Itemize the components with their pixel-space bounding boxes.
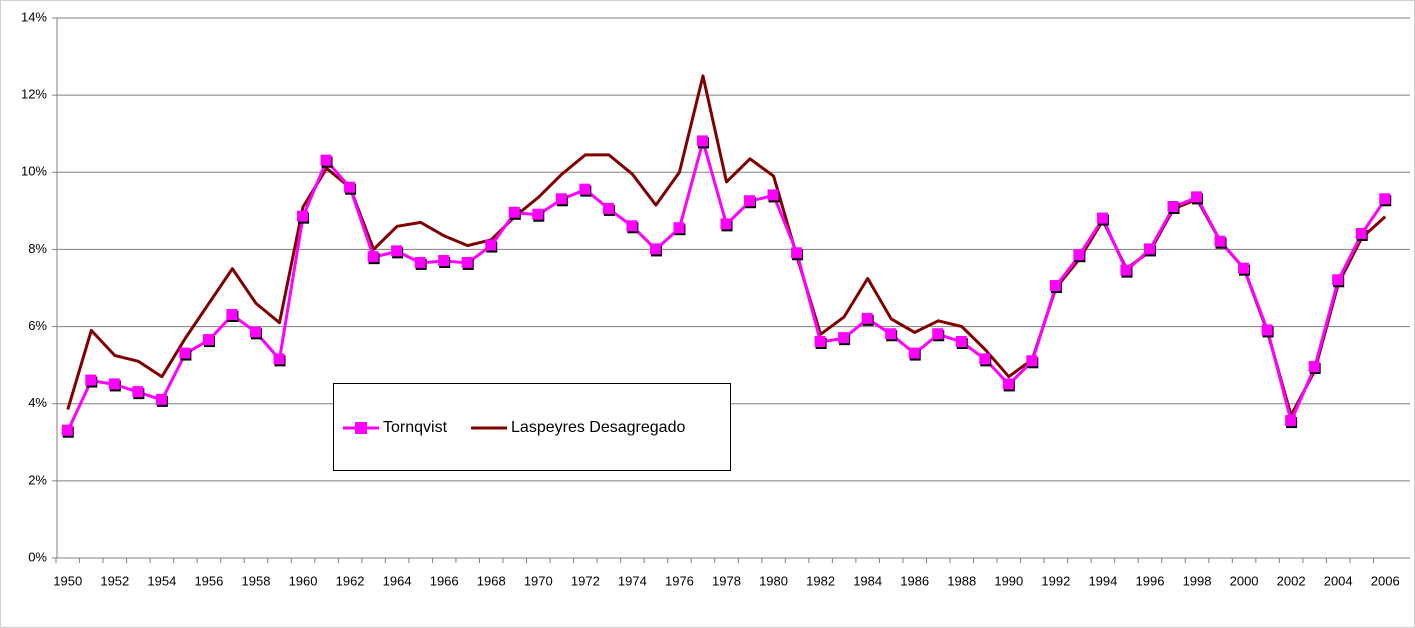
- x-tick-label: 1954: [147, 573, 176, 588]
- x-tick-label: 1968: [477, 573, 506, 588]
- x-tick-label: 1982: [806, 573, 835, 588]
- marker: [1120, 264, 1132, 276]
- marker: [932, 328, 944, 340]
- x-tick-label: 1980: [759, 573, 788, 588]
- x-tick-label: 1966: [430, 573, 459, 588]
- x-tick-label: 2006: [1371, 573, 1400, 588]
- marker: [1026, 355, 1038, 367]
- x-tick-label: 1952: [100, 573, 129, 588]
- x-tick-label: 1970: [524, 573, 553, 588]
- marker: [367, 251, 379, 263]
- marker: [508, 206, 520, 218]
- x-tick-label: 2002: [1277, 573, 1306, 588]
- marker: [414, 256, 426, 268]
- marker: [1073, 249, 1085, 261]
- x-tick-label: 1988: [947, 573, 976, 588]
- marker: [1379, 193, 1391, 205]
- x-tick-label: 1986: [900, 573, 929, 588]
- y-tick-label: 10%: [21, 164, 47, 179]
- legend-label: Laspeyres Desagregado: [511, 419, 685, 436]
- y-tick-label: 0%: [28, 549, 47, 564]
- legend-box: [333, 383, 731, 471]
- x-tick-label: 1978: [712, 573, 741, 588]
- marker: [579, 183, 591, 195]
- marker: [908, 347, 920, 359]
- x-tick-label: 1972: [571, 573, 600, 588]
- x-tick-label: 1958: [242, 573, 271, 588]
- y-tick-label: 12%: [21, 87, 47, 102]
- marker: [532, 208, 544, 220]
- y-tick-label: 4%: [28, 395, 47, 410]
- marker: [626, 220, 638, 232]
- marker: [744, 195, 756, 207]
- marker: [320, 154, 332, 166]
- marker: [673, 222, 685, 234]
- marker: [649, 243, 661, 255]
- marker: [1355, 228, 1367, 239]
- marker: [838, 332, 850, 344]
- marker: [1049, 280, 1061, 292]
- marker: [861, 312, 873, 324]
- marker: [767, 189, 779, 201]
- marker: [61, 424, 73, 436]
- marker: [1096, 212, 1108, 224]
- marker: [1191, 191, 1203, 203]
- marker: [132, 386, 144, 398]
- marker: [1261, 324, 1273, 336]
- legend-marker: [355, 422, 367, 434]
- y-tick-label: 14%: [21, 9, 47, 24]
- x-tick-label: 1976: [665, 573, 694, 588]
- x-tick-label: 1984: [853, 573, 882, 588]
- x-tick-label: 1956: [194, 573, 223, 588]
- marker: [461, 256, 473, 268]
- marker: [438, 255, 450, 266]
- marker: [273, 353, 285, 365]
- x-tick-label: 2004: [1324, 573, 1353, 588]
- x-tick-label: 1994: [1088, 573, 1117, 588]
- marker: [249, 326, 261, 338]
- marker: [955, 336, 967, 347]
- marker: [155, 393, 167, 405]
- marker: [85, 374, 97, 386]
- marker: [202, 334, 214, 346]
- y-tick-label: 2%: [28, 472, 47, 487]
- x-tick-label: 1990: [994, 573, 1023, 588]
- x-tick-label: 1950: [53, 573, 82, 588]
- marker: [1285, 415, 1297, 427]
- legend-label: Tornqvist: [383, 419, 448, 436]
- marker: [391, 245, 403, 257]
- marker: [1002, 378, 1014, 390]
- marker: [1332, 274, 1344, 286]
- marker: [108, 378, 120, 390]
- marker: [1167, 201, 1179, 212]
- x-tick-label: 1960: [289, 573, 318, 588]
- x-tick-label: 1974: [618, 573, 647, 588]
- marker: [720, 218, 732, 230]
- marker: [791, 247, 803, 259]
- marker: [179, 347, 191, 359]
- marker: [696, 135, 708, 147]
- marker: [344, 181, 356, 193]
- marker: [555, 193, 567, 205]
- marker: [226, 309, 238, 320]
- marker: [1143, 243, 1155, 255]
- marker: [885, 328, 897, 340]
- marker: [485, 239, 497, 251]
- marker: [1238, 262, 1250, 274]
- marker: [1308, 361, 1320, 373]
- marker: [1214, 235, 1226, 247]
- x-tick-label: 1964: [383, 573, 412, 588]
- marker: [297, 210, 309, 222]
- marker: [602, 202, 614, 214]
- y-tick-label: 8%: [28, 241, 47, 256]
- x-tick-label: 1998: [1183, 573, 1212, 588]
- x-tick-label: 1992: [1041, 573, 1070, 588]
- y-tick-label: 6%: [28, 318, 47, 333]
- x-tick-label: 1996: [1136, 573, 1165, 588]
- marker: [814, 336, 826, 347]
- marker: [979, 353, 991, 365]
- x-tick-label: 2000: [1230, 573, 1259, 588]
- x-tick-label: 1962: [336, 573, 365, 588]
